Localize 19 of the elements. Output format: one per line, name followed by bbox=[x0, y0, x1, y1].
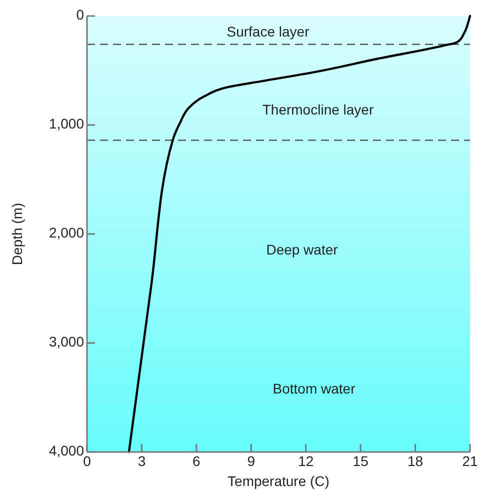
x-tick-label: 12 bbox=[298, 453, 314, 469]
y-tick-label: 2,000 bbox=[48, 224, 84, 241]
y-tick-label: 3,000 bbox=[48, 334, 84, 350]
x-tick-label: 15 bbox=[352, 453, 369, 469]
x-tick-label: 6 bbox=[192, 453, 201, 469]
annotation: Bottom water bbox=[272, 380, 356, 397]
x-axis-title: Temperature (C) bbox=[228, 473, 330, 489]
annotation: Deep water bbox=[266, 242, 338, 258]
x-tick-label: 21 bbox=[462, 453, 478, 469]
annotation: Thermocline layer bbox=[262, 102, 374, 118]
line-series bbox=[128, 14, 472, 454]
x-tick-label: 9 bbox=[247, 453, 256, 469]
annotation: Surface layer bbox=[226, 24, 310, 40]
y-tick-label: 1,000 bbox=[48, 116, 84, 132]
x-tick-label: 18 bbox=[407, 453, 424, 469]
x-tick-label: 3 bbox=[138, 453, 146, 469]
y-tick-label: 0 bbox=[76, 6, 84, 23]
y-tick-label: 4,000 bbox=[48, 442, 84, 459]
y-axis-title: Depth (m) bbox=[9, 202, 25, 266]
